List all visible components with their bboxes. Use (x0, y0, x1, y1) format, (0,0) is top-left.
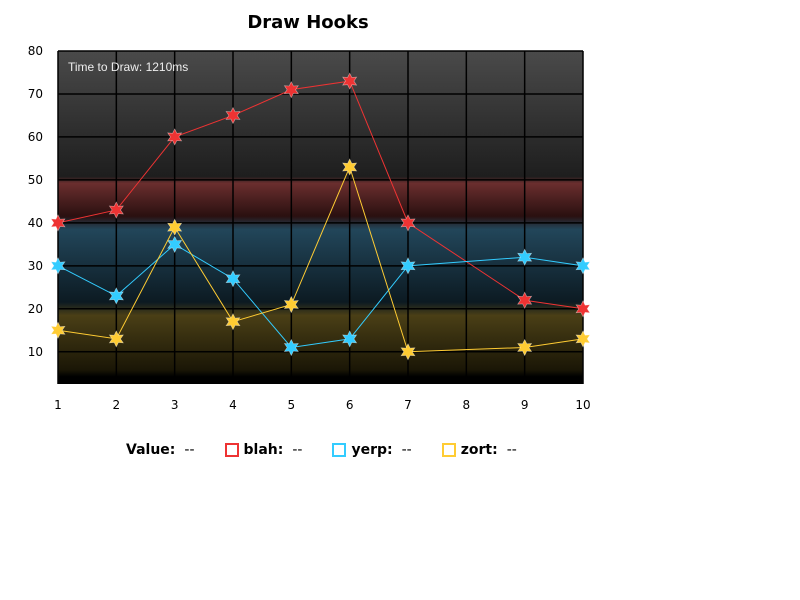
series-yerp (50, 235, 591, 357)
plot-area (58, 51, 583, 384)
legend-swatch-zort[interactable] (441, 443, 456, 457)
data-point-zort (225, 313, 241, 331)
plot-background (58, 51, 583, 384)
x-tick-label: 5 (288, 398, 296, 412)
data-point-zort (283, 295, 299, 314)
data-point-blah (400, 214, 416, 232)
data-point-blah (342, 72, 358, 90)
data-point-blah (167, 128, 183, 146)
data-point-blah (575, 300, 591, 318)
x-tick-label: 10 (575, 398, 590, 412)
x-tick-label: 4 (229, 398, 237, 412)
x-tick-label: 3 (171, 398, 179, 412)
y-tick-label: 70 (28, 87, 43, 101)
legend-value-blah: -- (292, 442, 303, 458)
legend-label-blah[interactable]: blah: (243, 442, 284, 458)
data-point-zort (167, 218, 183, 236)
series-blah (50, 72, 591, 318)
legend-value-yerp: -- (401, 442, 412, 458)
data-point-zort (108, 330, 124, 348)
legend: Value: -- blah: -- yerp: -- zort: -- (126, 440, 547, 460)
axis-labels: 10 20 30 40 50 60 70 80 1 2 3 4 5 6 7 8 9 10 (28, 44, 591, 412)
data-point-zort (517, 338, 533, 357)
x-tick-label: 2 (113, 398, 121, 412)
legend-value-label: Value: (126, 442, 176, 458)
time-to-draw-annotation: Time to Draw: 1210ms (68, 60, 188, 74)
y-tick-label: 30 (28, 259, 43, 273)
grid (57, 50, 584, 384)
y-tick-label: 80 (28, 44, 43, 58)
legend-value-readout: -- (184, 442, 195, 458)
y-tick-label: 50 (28, 173, 43, 187)
legend-swatch-blah[interactable] (224, 443, 239, 457)
x-tick-label: 9 (521, 398, 529, 412)
x-tick-label: 7 (404, 398, 412, 412)
series-zort (50, 158, 591, 361)
x-tick-label: 8 (463, 398, 471, 412)
series-layer (50, 72, 591, 361)
data-point-zort (50, 321, 66, 339)
legend-value-zort: -- (506, 442, 517, 458)
data-point-zort (342, 158, 358, 176)
data-point-yerp (108, 287, 124, 305)
legend-label-zort[interactable]: zort: (460, 442, 498, 458)
data-point-zort (400, 343, 416, 361)
data-point-yerp (225, 270, 241, 288)
data-point-blah (108, 201, 124, 219)
y-tick-label: 40 (28, 216, 43, 230)
y-tick-label: 20 (28, 302, 43, 316)
data-point-zort (575, 330, 591, 348)
data-point-yerp (400, 257, 416, 275)
legend-label-yerp[interactable]: yerp: (351, 442, 393, 458)
data-point-blah (517, 291, 533, 309)
chart-title: Draw Hooks (247, 12, 368, 33)
y-tick-label: 60 (28, 130, 43, 144)
data-point-blah (283, 81, 299, 99)
legend-swatch-yerp[interactable] (332, 443, 347, 457)
data-point-yerp (50, 257, 66, 275)
data-point-blah (225, 106, 241, 125)
data-point-yerp (342, 330, 358, 348)
data-point-yerp (283, 338, 299, 357)
x-tick-label: 1 (54, 398, 62, 412)
x-tick-label: 6 (346, 398, 354, 412)
data-point-yerp (575, 257, 591, 275)
y-tick-label: 10 (28, 345, 43, 359)
data-point-blah (50, 214, 66, 232)
data-point-yerp (517, 248, 533, 266)
